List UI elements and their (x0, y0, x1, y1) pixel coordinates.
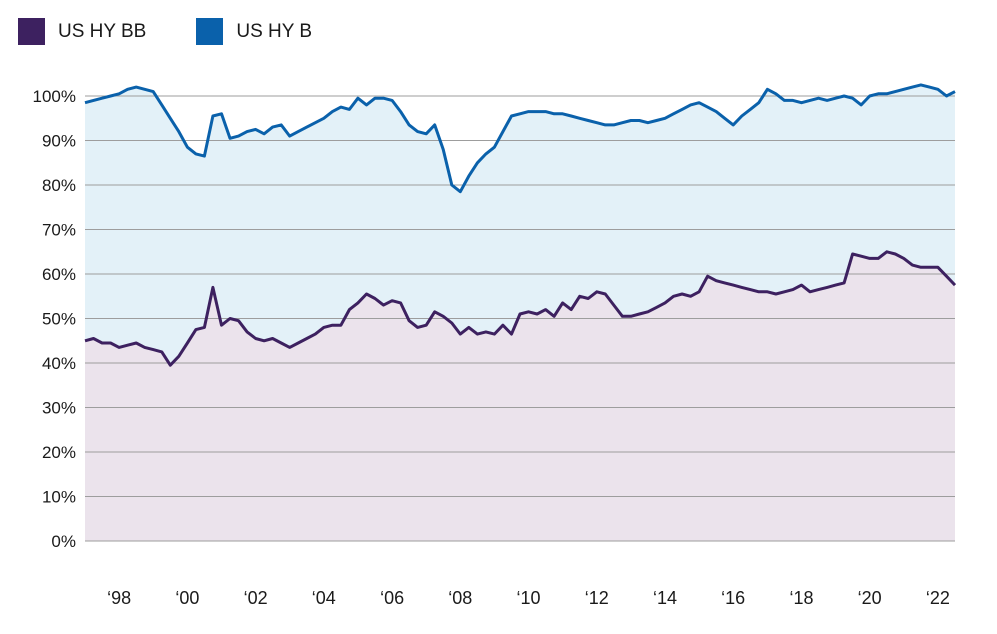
y-tick-label: 100% (33, 87, 76, 106)
y-tick-label: 0% (51, 532, 76, 551)
x-tick-label: ‘20 (858, 588, 882, 608)
series-line-1 (84, 83, 956, 194)
y-tick-label: 40% (42, 354, 76, 373)
y-tick-label: 10% (42, 488, 76, 507)
x-tick-label: ‘22 (926, 588, 950, 608)
legend-item-us-hy-b: US HY B (196, 18, 312, 45)
x-tick-label: ‘12 (585, 588, 609, 608)
area-fill-0 (85, 251, 955, 542)
x-tick-label: ‘04 (312, 588, 336, 608)
x-tick-label: ‘18 (789, 588, 813, 608)
x-tick-label: ‘10 (516, 588, 540, 608)
x-tick-label: ‘16 (721, 588, 745, 608)
y-tick-label: 20% (42, 443, 76, 462)
x-tick-label: ‘00 (175, 588, 199, 608)
series-line-0 (84, 250, 957, 367)
y-tick-label: 70% (42, 221, 76, 240)
x-tick-label: ‘06 (380, 588, 404, 608)
y-tick-label: 30% (42, 399, 76, 418)
legend-swatch-us-hy-b (196, 18, 224, 45)
legend-label-us-hy-bb: US HY BB (58, 20, 147, 42)
legend-label-us-hy-b: US HY B (236, 20, 313, 42)
legend-item-us-hy-bb: US HY BB (18, 18, 146, 45)
legend: US HY BB US HY B (18, 18, 312, 45)
y-tick-label: 50% (42, 310, 76, 329)
y-tick-label: 90% (42, 132, 76, 151)
x-tick-label: ‘02 (244, 588, 268, 608)
y-tick-label: 80% (42, 176, 76, 195)
x-tick-label: ‘98 (107, 588, 131, 608)
y-tick-label: 60% (42, 265, 76, 284)
x-tick-label: ‘14 (653, 588, 677, 608)
legend-swatch-us-hy-bb (18, 18, 45, 45)
x-tick-label: ‘08 (448, 588, 472, 608)
